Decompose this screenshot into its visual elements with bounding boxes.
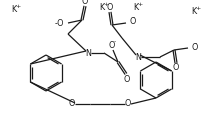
Text: K: K bbox=[191, 8, 197, 17]
Text: +: + bbox=[195, 5, 201, 11]
Text: N: N bbox=[135, 53, 141, 61]
Text: O: O bbox=[125, 99, 131, 109]
Text: O: O bbox=[109, 41, 115, 50]
Text: K: K bbox=[11, 5, 17, 15]
Text: -: - bbox=[195, 41, 197, 47]
Text: N: N bbox=[85, 48, 91, 57]
Text: O: O bbox=[107, 4, 113, 12]
Text: O: O bbox=[69, 99, 75, 109]
Text: O: O bbox=[82, 0, 88, 6]
Text: O: O bbox=[173, 63, 179, 72]
Text: +: + bbox=[103, 2, 109, 6]
Text: -: - bbox=[114, 40, 116, 44]
Text: O: O bbox=[192, 44, 198, 53]
Text: +: + bbox=[137, 2, 143, 6]
Text: K: K bbox=[99, 4, 105, 12]
Text: +: + bbox=[15, 4, 21, 8]
Text: K: K bbox=[134, 4, 139, 12]
Text: O: O bbox=[124, 74, 130, 83]
Text: -: - bbox=[133, 15, 135, 21]
Text: O: O bbox=[130, 18, 136, 27]
Text: -O: -O bbox=[54, 18, 64, 28]
